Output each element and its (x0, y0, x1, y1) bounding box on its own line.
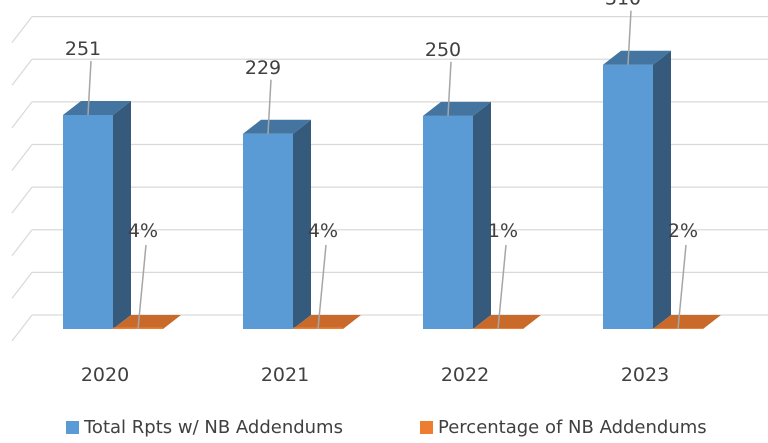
bar-top-2020 (63, 101, 131, 115)
leader-line-pct (497, 244, 507, 330)
gridline-edge (11, 272, 33, 299)
pct-bar-2022 (473, 315, 541, 329)
bar-top-2023 (603, 50, 671, 65)
data-label-pct-2023: 2% (668, 220, 698, 242)
data-label-main-2023: 310 (605, 0, 641, 10)
bars (63, 50, 721, 330)
bar-side-2021 (293, 119, 311, 329)
gridline-edge (11, 314, 33, 342)
leader-line-main (267, 79, 272, 134)
pct-bar-2021 (293, 315, 361, 329)
pct-bar-2023 (653, 315, 721, 329)
gridline-edge (11, 186, 33, 214)
x-tick-label: 2023 (621, 364, 669, 386)
leader-line-main (447, 61, 452, 116)
x-tick-label: 2021 (261, 364, 309, 386)
gridline-edge (11, 101, 33, 129)
leader-line-pct (317, 244, 327, 330)
bar-2022 (423, 115, 473, 329)
data-labels: 251 4% 229 4% 250 1% 310 2% (65, 0, 698, 242)
data-label-pct-2020: 4% (128, 220, 158, 242)
bar-top-2021 (243, 119, 311, 134)
bar-2020 (63, 115, 113, 329)
leader-line-pct (677, 244, 687, 330)
pct-bar-2020 (113, 315, 181, 329)
gridline-edge (11, 16, 33, 43)
data-label-pct-2021: 4% (308, 220, 338, 242)
bar-side-2022 (473, 101, 491, 329)
legend-label-0: Total Rpts w/ NB Addendums (83, 417, 343, 438)
data-label-main-2021: 229 (245, 57, 281, 79)
legend: Total Rpts w/ NB Addendums Percentage of … (66, 417, 707, 438)
legend-swatch-1 (420, 421, 433, 434)
gridline-edge (11, 58, 33, 86)
leader-line-main (87, 60, 92, 116)
bar-top-2022 (423, 101, 491, 116)
leader-line-main (627, 10, 632, 65)
bar-2023 (603, 64, 653, 330)
gridline-edge (11, 229, 33, 257)
bar-side-2020 (113, 101, 131, 329)
bar-2021 (243, 133, 293, 329)
legend-swatch-0 (66, 421, 79, 434)
x-axis: 2020 2021 2022 2023 (81, 364, 669, 386)
bar-side-2023 (653, 50, 671, 330)
leader-line-pct (137, 244, 147, 330)
legend-label-1: Percentage of NB Addendums (438, 417, 707, 438)
data-label-pct-2022: 1% (488, 220, 518, 242)
x-tick-label: 2020 (81, 364, 129, 386)
data-label-main-2022: 250 (425, 39, 461, 61)
leader-lines (87, 10, 687, 330)
gridline-edge (11, 144, 33, 171)
data-label-main-2020: 251 (65, 38, 101, 60)
x-tick-label: 2022 (441, 364, 489, 386)
